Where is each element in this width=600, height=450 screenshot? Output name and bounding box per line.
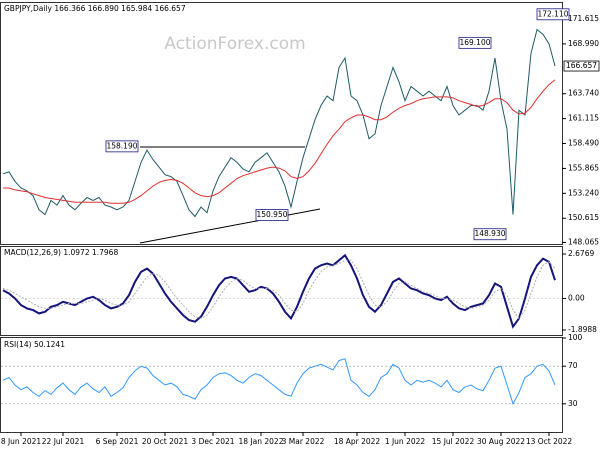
- panel-title: MACD(12,26,9) 1.0972 1.7968: [4, 248, 118, 257]
- panel-title: RSI(14) 50.1241: [4, 340, 65, 349]
- x-tick-label: 13 Oct 2022: [526, 437, 573, 446]
- x-tick-label: 3 Dec 2021: [191, 437, 234, 446]
- x-tick-label: 22 Jul 2021: [42, 437, 85, 446]
- y-tick-label: 161.115: [568, 114, 599, 123]
- annotation-box: [458, 36, 492, 49]
- x-tick-label: 3 Mar 2022: [282, 437, 325, 446]
- last-price-box: [563, 60, 600, 72]
- x-tick-label: 18 Jan 2022: [239, 437, 284, 446]
- annotation-label: 172.110: [537, 9, 568, 18]
- rsi-panel: [0, 337, 563, 433]
- watermark: ActionForex.com: [164, 34, 305, 54]
- last-price-label: 166.657: [566, 61, 597, 70]
- series-line: [2, 358, 556, 406]
- y-tick-label: 148.065: [568, 237, 599, 246]
- annotation-label: 158.190: [106, 141, 137, 150]
- x-tick-label: 1 Jun 2022: [385, 437, 426, 446]
- y-tick-label: 171.615: [568, 14, 599, 23]
- annotation-box: [255, 209, 289, 221]
- annotation-box: [105, 140, 139, 153]
- panel-title: GBPJPY,Daily 166.366 166.890 165.984 166…: [4, 4, 186, 13]
- annotation-box: [536, 8, 570, 21]
- y-tick-label: 70: [568, 361, 578, 370]
- x-tick-label: 30 Aug 2022: [477, 437, 525, 446]
- y-tick-label: 158.490: [568, 139, 599, 148]
- x-tick-label: 6 Sep 2021: [96, 437, 139, 446]
- y-tick-label: 2.6769: [568, 249, 594, 258]
- macd-panel: [0, 246, 563, 336]
- series-line: [2, 259, 556, 320]
- annotation-box: [473, 228, 507, 241]
- series-line: [3, 79, 556, 204]
- trend-line: [139, 208, 321, 244]
- annotation-label: 150.950: [256, 210, 287, 219]
- y-tick-label: 30: [568, 399, 578, 408]
- y-tick-label: -1.8988: [568, 325, 597, 334]
- x-tick-label: 8 Jun 2021: [1, 437, 42, 446]
- y-tick-label: 168.990: [568, 39, 599, 48]
- y-tick-label: 100: [568, 333, 583, 342]
- series-line: [2, 253, 556, 329]
- annotation-label: 148.930: [474, 229, 505, 238]
- y-tick-label: 153.240: [568, 188, 599, 197]
- x-tick-label: 15 Jul 2022: [432, 437, 475, 446]
- y-tick-label: 150.615: [568, 213, 599, 222]
- y-tick-label: 163.740: [568, 89, 599, 98]
- annotation-label: 169.100: [459, 38, 490, 47]
- price-panel: [0, 2, 563, 245]
- x-tick-label: 20 Oct 2021: [142, 437, 189, 446]
- y-tick-label: 0.00: [568, 293, 585, 302]
- y-tick-label: 155.865: [568, 163, 599, 172]
- x-tick-label: 18 Apr 2022: [334, 437, 381, 446]
- series-line: [2, 28, 556, 218]
